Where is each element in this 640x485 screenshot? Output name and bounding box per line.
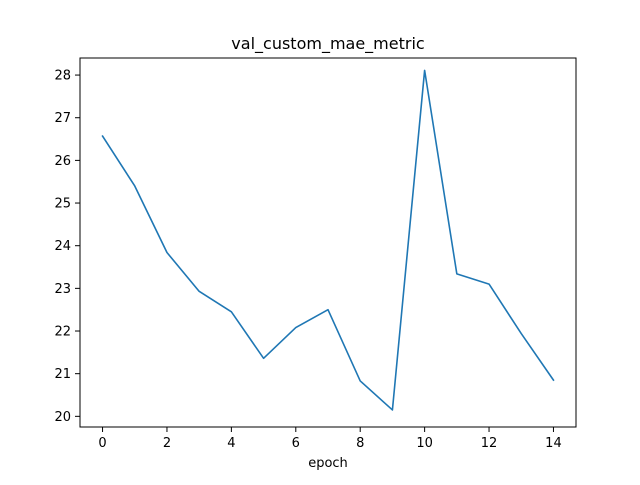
y-tick-label: 27 xyxy=(54,111,71,126)
x-axis-label: epoch xyxy=(308,456,348,471)
x-tick-label: 10 xyxy=(416,436,433,451)
y-tick-label: 22 xyxy=(54,325,71,340)
y-tick-label: 21 xyxy=(54,367,71,382)
plot-background xyxy=(80,58,576,427)
y-tick-label: 28 xyxy=(54,69,71,84)
x-tick-label: 0 xyxy=(98,436,106,451)
y-tick-label: 25 xyxy=(54,197,71,212)
y-tick-label: 26 xyxy=(54,154,71,169)
y-tick-label: 20 xyxy=(54,410,71,425)
y-tick-label: 23 xyxy=(54,282,71,297)
x-tick-label: 6 xyxy=(292,436,300,451)
x-tick-label: 4 xyxy=(227,436,235,451)
x-tick-label: 8 xyxy=(356,436,364,451)
chart-title: val_custom_mae_metric xyxy=(231,34,424,54)
y-tick-label: 24 xyxy=(54,239,71,254)
x-tick-label: 2 xyxy=(163,436,171,451)
x-tick-label: 12 xyxy=(481,436,498,451)
x-tick-label: 14 xyxy=(545,436,562,451)
